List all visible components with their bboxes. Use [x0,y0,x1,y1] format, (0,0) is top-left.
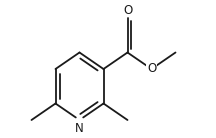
Text: O: O [123,3,132,17]
Text: N: N [75,121,84,135]
Text: O: O [147,63,156,75]
